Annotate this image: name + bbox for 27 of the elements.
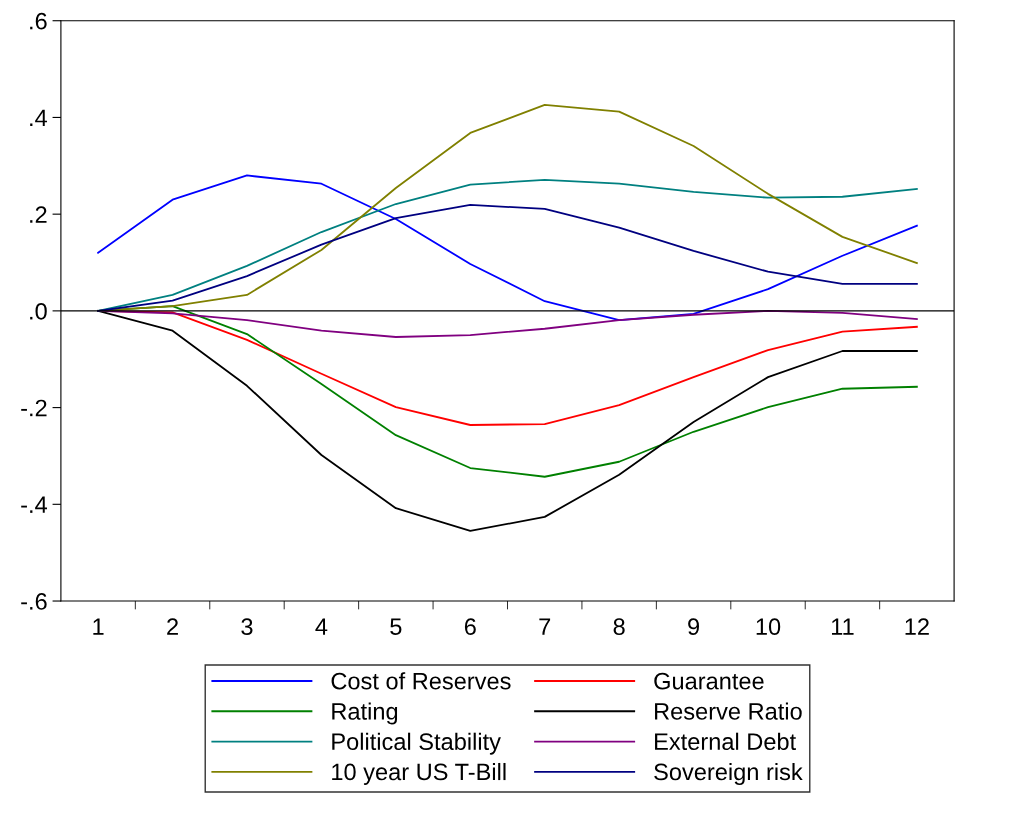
x-tick-label: 7 [539, 618, 551, 635]
legend-label: Sovereign risk [654, 762, 803, 785]
x-tick-label: 8 [613, 618, 625, 636]
x-tick-label: 4 [315, 618, 328, 635]
y-tick-label: -.2 [21, 399, 47, 417]
y-tick-label: -.6 [21, 593, 47, 610]
legend-label: Rating [332, 702, 398, 725]
y-tick-label: .4 [30, 109, 48, 126]
x-tick-label: 5 [390, 618, 402, 636]
y-tick-label: .2 [30, 206, 47, 223]
legend-label: 10 year US T-Bill [332, 762, 506, 785]
x-tick-label: 1 [93, 618, 104, 635]
y-tick-label: -.4 [21, 496, 48, 513]
x-tick-label: 12 [905, 618, 929, 635]
x-tick-label: 10 [756, 618, 781, 636]
y-tick-label: .6 [30, 12, 47, 30]
x-tick-label: 11 [831, 618, 854, 635]
legend-label: Political Stability [332, 732, 501, 755]
x-tick-label: 6 [464, 618, 476, 636]
y-tick-label: .0 [30, 302, 47, 320]
legend-label: Guarantee [654, 672, 764, 690]
legend-label: External Debt [655, 732, 796, 751]
legend-label: Cost of Reserves [331, 672, 511, 690]
x-tick-label: 3 [241, 618, 253, 636]
x-tick-label: 9 [688, 618, 700, 636]
x-tick-label: 2 [167, 618, 178, 635]
legend-label: Reserve Ratio [655, 702, 802, 720]
